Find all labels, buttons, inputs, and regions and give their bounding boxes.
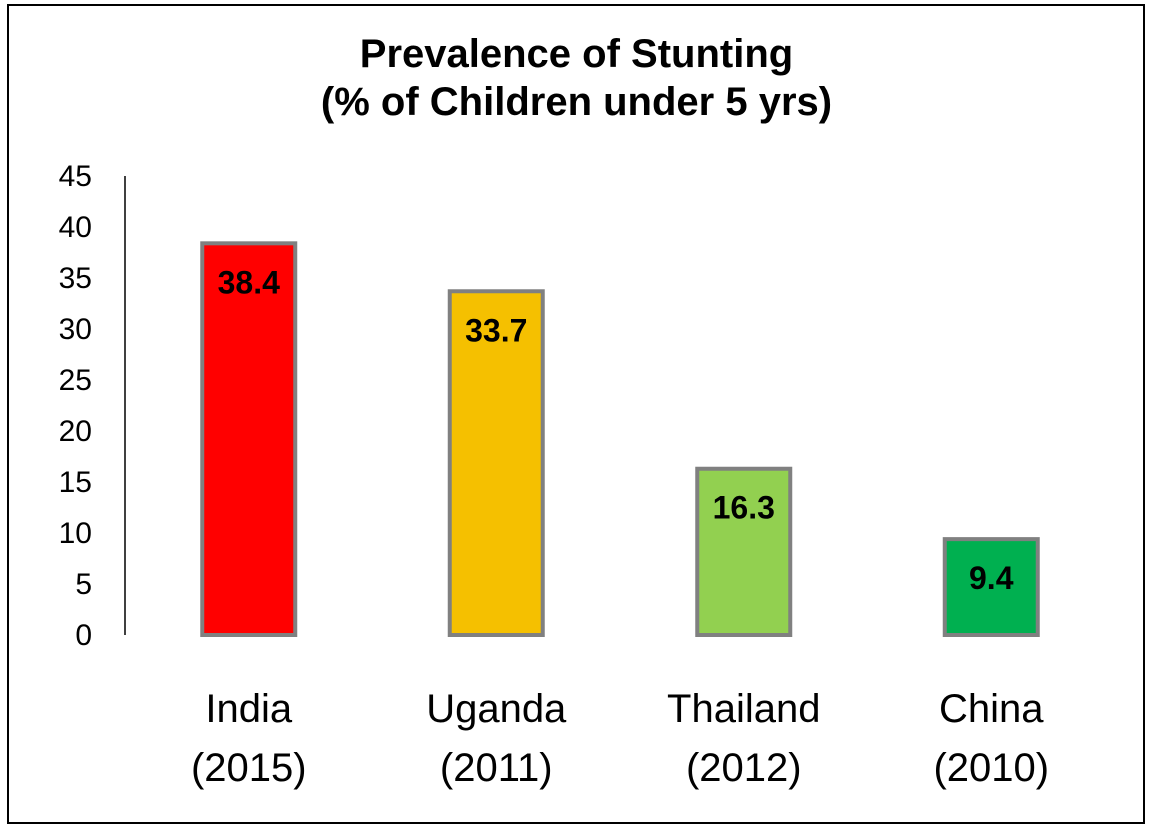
- y-tick-label: 15: [59, 466, 92, 499]
- x-tick-label: China: [939, 687, 1044, 731]
- x-tick-label: Thailand: [667, 687, 820, 731]
- y-tick-label: 35: [59, 262, 92, 295]
- y-tick-label: 0: [75, 619, 92, 652]
- y-tick-label: 25: [59, 364, 92, 397]
- data-label: 38.4: [218, 264, 280, 300]
- y-tick-label: 40: [59, 211, 92, 244]
- y-tick-label: 10: [59, 517, 92, 550]
- chart-title-line-2: (% of Children under 5 yrs): [320, 80, 833, 124]
- x-tick-label: Uganda: [426, 687, 567, 731]
- data-label: 9.4: [969, 560, 1014, 596]
- x-tick-label: (2010): [933, 746, 1049, 790]
- y-tick-label: 20: [59, 415, 92, 448]
- bar: [942, 537, 1040, 637]
- y-tick-label: 5: [75, 568, 92, 601]
- x-tick-label: India: [205, 687, 292, 731]
- x-tick-label: (2015): [191, 746, 307, 790]
- data-label: 16.3: [713, 490, 775, 526]
- bar: [695, 466, 793, 637]
- bar: [200, 241, 298, 637]
- chart-title: Prevalence of Stunting (% of Children un…: [0, 30, 1153, 126]
- x-tick-label: (2012): [686, 746, 802, 790]
- chart-title-line-1: Prevalence of Stunting: [359, 32, 794, 76]
- x-tick-label: (2011): [440, 746, 553, 790]
- bar: [447, 289, 545, 637]
- data-label: 33.7: [465, 312, 527, 348]
- y-tick-label: 45: [59, 160, 92, 193]
- y-tick-label: 30: [59, 313, 92, 346]
